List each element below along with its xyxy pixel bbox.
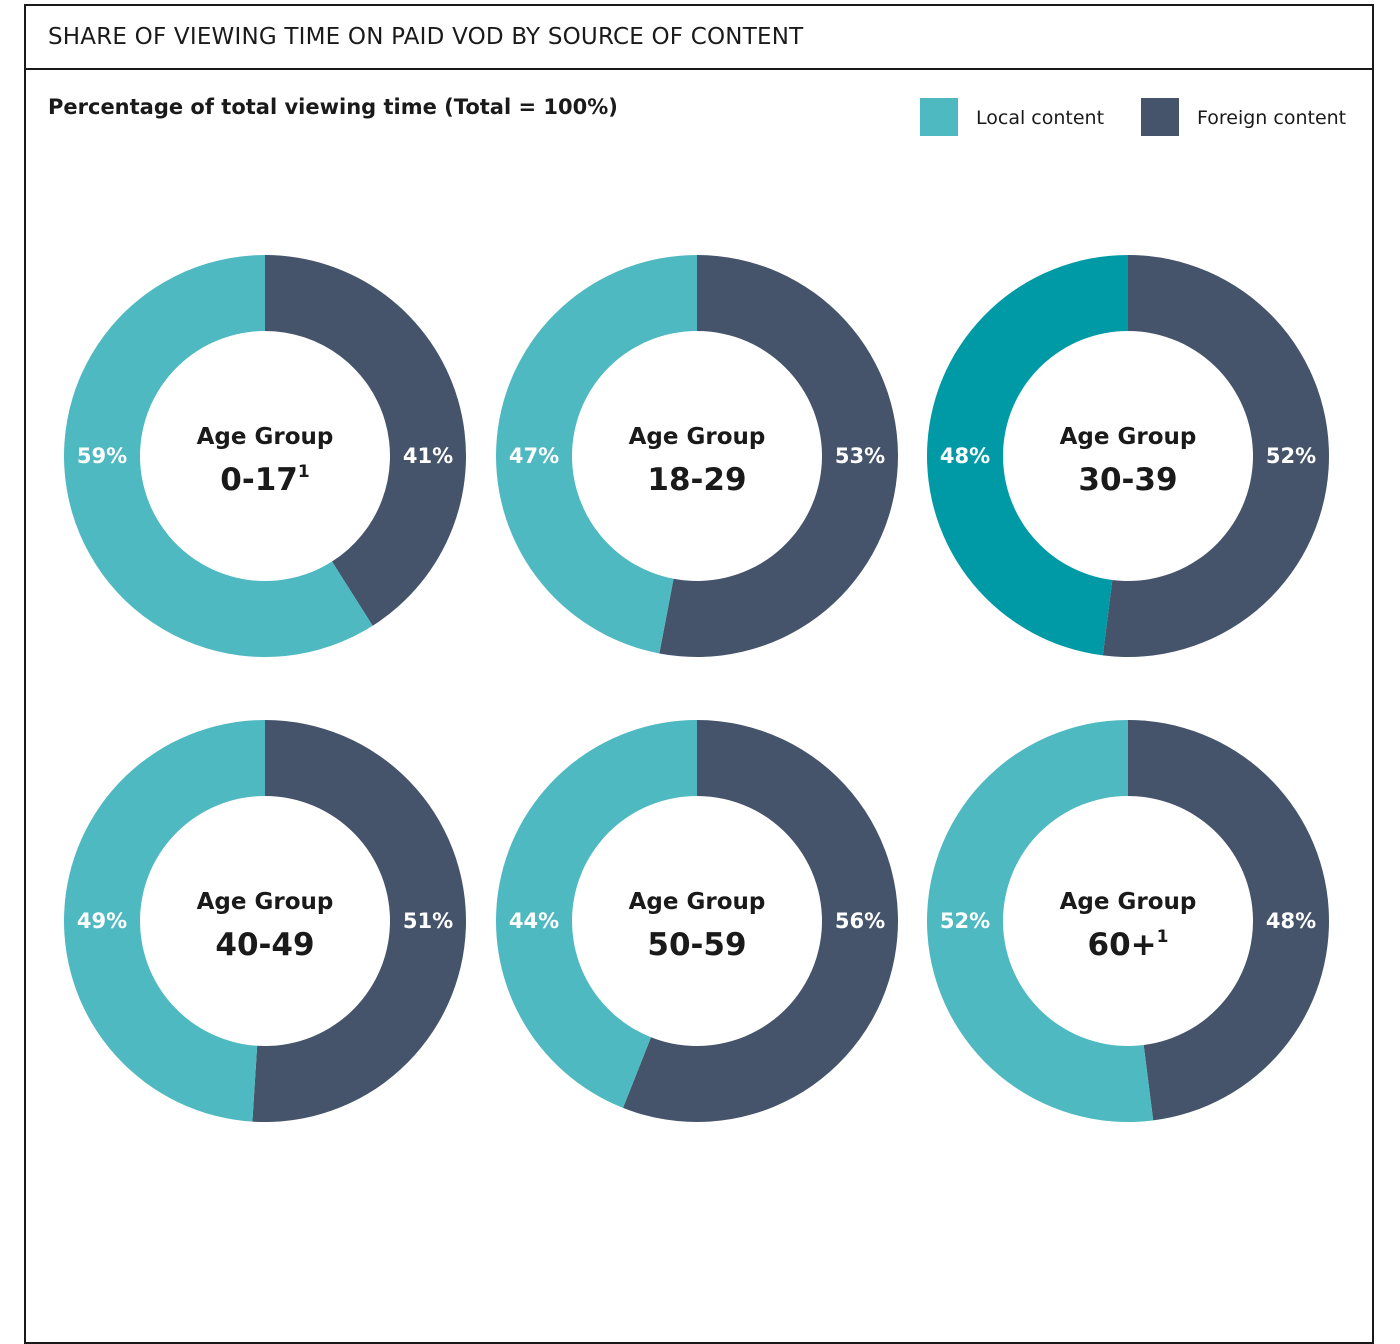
legend-label-foreign: Foreign content — [1197, 107, 1347, 129]
data-label-foreign: 56% — [835, 909, 885, 933]
chart-subtitle: Percentage of total viewing time (Total … — [48, 95, 618, 119]
center-label: Age Group — [197, 889, 334, 915]
donut-1: 59% 41% Age Group 0-171 — [63, 255, 466, 658]
center-label: Age Group — [629, 424, 766, 450]
slice-foreign — [1128, 720, 1329, 1121]
age-group-label: 18-29 — [647, 462, 746, 498]
data-label-local: 44% — [509, 909, 559, 933]
center-label: Age Group — [197, 424, 334, 450]
chart-title: SHARE OF VIEWING TIME ON PAID VOD BY SOU… — [48, 24, 804, 50]
data-label-local: 48% — [940, 444, 990, 468]
age-group-label: 50-59 — [647, 927, 746, 963]
legend-swatch-foreign — [1141, 98, 1179, 136]
donut-5: 44% 56% Age Group 50-59 — [495, 720, 898, 1122]
chart-frame: SHARE OF VIEWING TIME ON PAID VOD BY SOU… — [24, 4, 1374, 1344]
footnote-marker: 1 — [1157, 927, 1169, 947]
data-label-foreign: 52% — [1266, 444, 1316, 468]
footnote-marker: 1 — [298, 462, 310, 482]
slice-foreign — [659, 255, 899, 658]
data-label-local: 49% — [77, 909, 127, 933]
donut-4: 49% 51% Age Group 40-49 — [63, 720, 466, 1122]
age-group-label: 0-171 — [220, 462, 309, 498]
data-label-foreign: 53% — [835, 444, 885, 468]
data-label-local: 59% — [77, 444, 127, 468]
slice-foreign — [265, 255, 466, 626]
donut-2: 47% 53% Age Group 18-29 — [496, 255, 899, 658]
legend-label-local: Local content — [976, 107, 1105, 129]
age-group-label: 60+1 — [1088, 927, 1169, 963]
slice-foreign — [1102, 255, 1330, 657]
slice-local — [496, 255, 697, 654]
data-label-foreign: 48% — [1266, 909, 1316, 933]
data-label-foreign: 41% — [403, 444, 453, 468]
legend-swatch-local — [920, 98, 958, 136]
title-bar: SHARE OF VIEWING TIME ON PAID VOD BY SOU… — [26, 6, 1372, 70]
data-label-local: 52% — [940, 909, 990, 933]
donut-3: 48% 52% Age Group 30-39 — [927, 255, 1330, 657]
slice-foreign — [252, 720, 466, 1122]
age-group-label: 40-49 — [215, 927, 314, 963]
slice-local — [63, 255, 373, 658]
center-label: Age Group — [1060, 889, 1197, 915]
donut-6: 52% 48% Age Group 60+1 — [926, 720, 1329, 1122]
center-label: Age Group — [629, 889, 766, 915]
data-label-local: 47% — [509, 444, 559, 468]
slice-local — [495, 720, 697, 1108]
slice-local — [926, 720, 1154, 1122]
center-label: Age Group — [1060, 424, 1197, 450]
data-label-foreign: 51% — [403, 909, 453, 933]
age-group-label: 30-39 — [1078, 462, 1177, 498]
slice-foreign — [623, 720, 898, 1122]
slice-local — [927, 255, 1128, 656]
slice-local — [63, 720, 266, 1122]
